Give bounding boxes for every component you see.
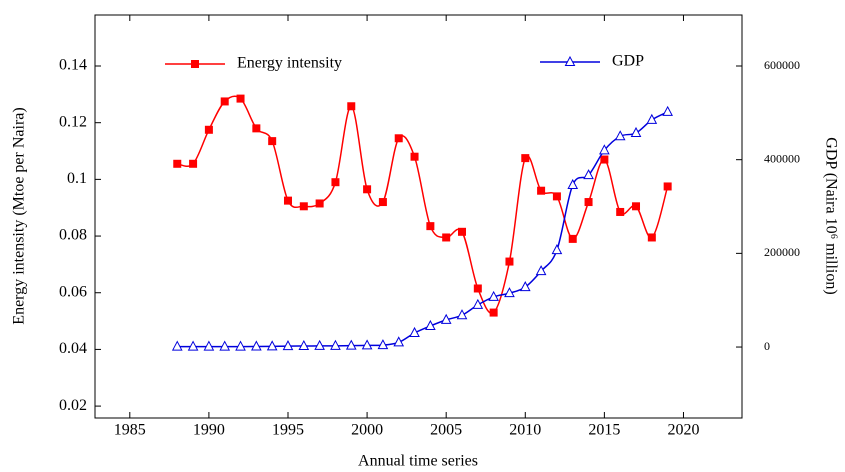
- y-tick-label: 0.1: [67, 170, 87, 187]
- data-point: [377, 339, 389, 350]
- x-tick-label: 1995: [272, 422, 304, 439]
- data-point: [189, 159, 198, 168]
- data-point: [456, 309, 468, 320]
- data-point: [600, 155, 609, 164]
- y-tick-label: 0.12: [59, 113, 87, 130]
- series-line: [177, 95, 669, 315]
- data-point: [662, 105, 673, 116]
- data-point: [614, 130, 626, 141]
- y2-tick-label: 200000: [764, 245, 800, 259]
- data-point: [489, 308, 498, 317]
- y-tick-label: 0.08: [59, 227, 87, 244]
- plot-frame: [94, 14, 743, 419]
- data-point: [568, 234, 577, 243]
- data-point: [282, 340, 294, 351]
- data-point: [347, 102, 356, 111]
- data-point: [504, 287, 515, 298]
- data-point: [440, 313, 452, 324]
- data-point: [472, 298, 484, 309]
- data-point: [361, 339, 373, 350]
- y2-tick-label: 0: [764, 339, 770, 353]
- data-point: [220, 97, 229, 106]
- data-point: [394, 134, 403, 143]
- data-point: [647, 233, 656, 242]
- x-axis-label: Annual time series: [358, 453, 478, 470]
- data-point: [283, 196, 292, 205]
- data-point: [409, 326, 420, 337]
- data-point: [537, 186, 546, 195]
- data-point: [268, 137, 277, 146]
- y-axis-label: Energy intensity (Mtoe per Naira): [11, 107, 28, 324]
- data-point: [426, 222, 435, 231]
- data-point: [458, 227, 467, 236]
- data-point: [425, 319, 436, 330]
- y-tick-label: 0.02: [59, 397, 87, 414]
- data-point: [521, 154, 530, 163]
- data-point: [251, 340, 262, 351]
- y-tick-label: 0.06: [59, 283, 87, 300]
- data-point: [410, 152, 419, 161]
- data-point: [266, 340, 278, 351]
- x-tick-label: 2020: [667, 422, 699, 439]
- data-point: [252, 124, 261, 133]
- data-point: [363, 185, 372, 194]
- data-point: [331, 178, 340, 187]
- data-point: [315, 199, 324, 208]
- x-tick-label: 2005: [430, 422, 462, 439]
- data-point: [505, 257, 514, 266]
- data-point: [473, 284, 482, 293]
- data-point: [599, 144, 610, 155]
- data-point: [235, 340, 246, 351]
- y2-tick-label: 600000: [764, 58, 800, 72]
- data-point: [236, 94, 245, 103]
- data-point: [187, 340, 199, 351]
- series-line: [177, 111, 668, 348]
- data-point: [204, 125, 213, 134]
- legend-marker: [191, 60, 199, 68]
- data-point: [219, 340, 231, 351]
- data-point: [519, 281, 531, 292]
- data-point: [173, 159, 182, 168]
- data-point: [298, 339, 310, 351]
- legend-label: Energy intensity: [237, 55, 342, 72]
- data-point: [345, 339, 357, 350]
- y-tick-label: 0.04: [59, 340, 87, 357]
- x-tick-label: 2015: [588, 422, 620, 439]
- data-point: [646, 113, 658, 124]
- data-point: [551, 244, 563, 255]
- data-point: [632, 202, 641, 211]
- data-point: [314, 339, 325, 350]
- data-point: [616, 207, 625, 216]
- data-point: [442, 233, 451, 242]
- data-point: [203, 340, 215, 351]
- x-tick-label: 2000: [351, 422, 383, 439]
- data-point: [378, 198, 387, 207]
- data-point: [567, 178, 579, 189]
- y2-axis-label: GDP (Naira 10⁶ million): [822, 137, 839, 294]
- data-point: [488, 290, 499, 301]
- x-tick-label: 2010: [509, 422, 541, 439]
- y2-tick-label: 400000: [764, 151, 800, 165]
- legend-label: GDP: [612, 53, 644, 70]
- x-tick-label: 1985: [114, 422, 146, 439]
- data-point: [552, 192, 561, 201]
- legend-marker: [564, 55, 576, 66]
- data-point: [299, 202, 308, 211]
- data-point: [393, 336, 405, 347]
- y-tick-label: 0.14: [59, 57, 87, 74]
- data-point: [330, 339, 341, 350]
- data-point: [663, 182, 672, 191]
- x-tick-label: 1990: [193, 422, 225, 439]
- data-point: [583, 169, 594, 180]
- data-point: [630, 126, 642, 137]
- data-point: [535, 265, 547, 276]
- data-point: [584, 198, 593, 207]
- data-point: [171, 340, 183, 351]
